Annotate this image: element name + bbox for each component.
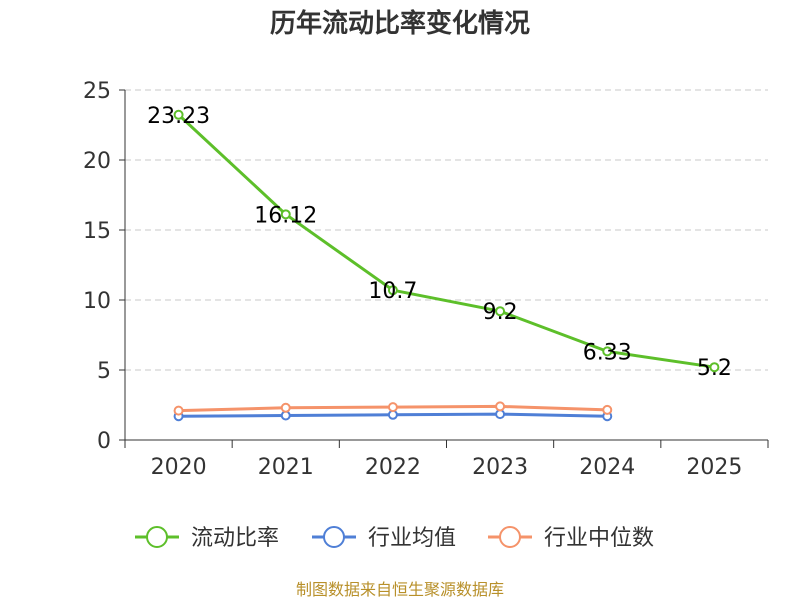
- chart-title: 历年流动比率变化情况: [270, 8, 530, 39]
- data-point: [387, 402, 398, 413]
- legend-label: 行业均值: [368, 526, 456, 551]
- y-tick-label: 0: [97, 429, 111, 454]
- data-label: 5.2: [697, 356, 732, 381]
- legend-item-2[interactable]: 行业中位数: [488, 526, 654, 551]
- data-label: 16.12: [254, 203, 317, 228]
- series-line-0: [177, 113, 715, 369]
- x-tick-label: 2021: [258, 455, 314, 480]
- data-point: [280, 209, 291, 220]
- data-point: [280, 402, 291, 413]
- x-tick-label: 2025: [686, 455, 742, 480]
- source-note: 制图数据来自恒生聚源数据库: [296, 580, 504, 599]
- legend-marker: [323, 526, 345, 548]
- data-labels: 23.23 16.12 10.7 9.2 6.33 5.2: [147, 104, 732, 381]
- legend-label: 行业中位数: [544, 526, 654, 551]
- data-point: [495, 306, 506, 317]
- data-point: [602, 404, 613, 415]
- data-point: [173, 109, 184, 120]
- x-tick-label: 2024: [579, 455, 635, 480]
- y-tick-label: 25: [83, 79, 111, 104]
- grid: [125, 89, 768, 371]
- data-point: [387, 285, 398, 296]
- legend: 流动比率 行业均值 行业中位数: [135, 526, 654, 551]
- y-tick-label: 10: [83, 289, 111, 314]
- x-tick-label: 2023: [472, 455, 528, 480]
- legend-item-1[interactable]: 行业均值: [312, 526, 456, 551]
- x-tick-label: 2022: [365, 455, 421, 480]
- y-tick-label: 15: [83, 219, 111, 244]
- legend-marker: [499, 526, 521, 548]
- x-tick-label: 2020: [151, 455, 207, 480]
- y-tick-label: 5: [97, 359, 111, 384]
- legend-item-0[interactable]: 流动比率: [135, 526, 279, 551]
- data-label: 6.33: [583, 340, 632, 365]
- series-layer: [173, 109, 720, 422]
- data-point: [173, 405, 184, 416]
- data-point: [495, 401, 506, 412]
- y-tick-label: 20: [83, 149, 111, 174]
- data-point: [709, 362, 720, 373]
- legend-label: 流动比率: [191, 526, 279, 551]
- data-point: [602, 346, 613, 357]
- data-label: 9.2: [483, 300, 518, 325]
- legend-marker: [146, 526, 168, 548]
- data-label: 23.23: [147, 104, 210, 129]
- data-label: 10.7: [368, 279, 417, 304]
